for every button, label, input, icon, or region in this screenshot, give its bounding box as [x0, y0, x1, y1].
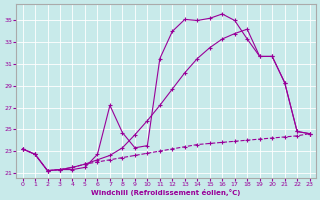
X-axis label: Windchill (Refroidissement éolien,°C): Windchill (Refroidissement éolien,°C): [92, 189, 241, 196]
